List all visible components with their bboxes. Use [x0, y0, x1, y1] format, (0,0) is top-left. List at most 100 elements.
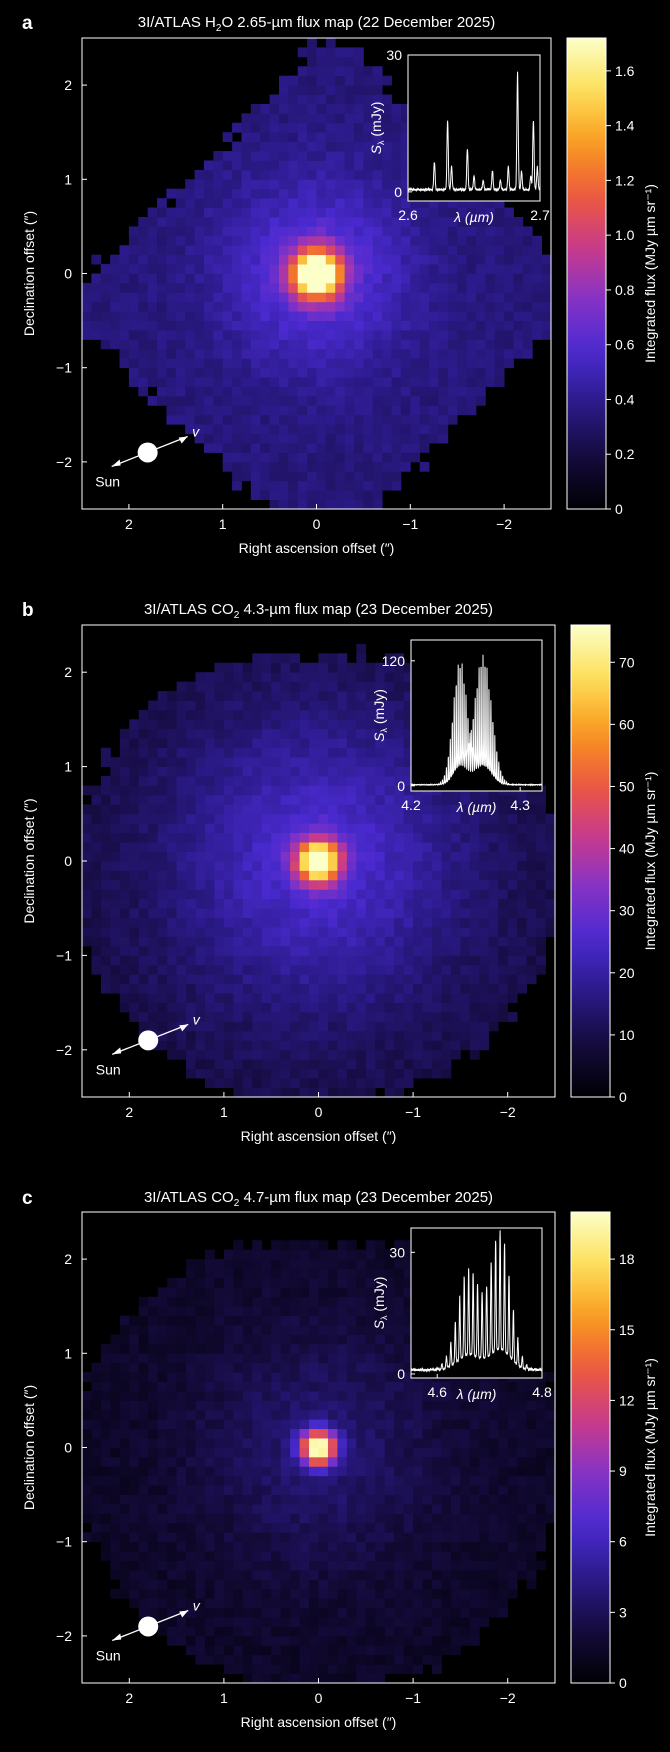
map-pixel: [138, 728, 149, 739]
map-pixel: [429, 358, 439, 369]
map-pixel: [479, 832, 490, 843]
map-pixel: [176, 955, 187, 966]
map-pixel: [400, 103, 411, 114]
map-pixel: [325, 207, 336, 218]
map-pixel: [241, 207, 252, 218]
map-pixel: [148, 747, 159, 758]
map-pixel: [309, 1372, 319, 1382]
map-pixel: [223, 851, 234, 862]
map-pixel: [475, 226, 486, 237]
map-pixel: [316, 245, 327, 256]
map-pixel: [278, 245, 289, 256]
map-pixel: [185, 245, 195, 256]
map-pixel: [394, 1068, 405, 1079]
map-pixel: [309, 1607, 319, 1618]
map-pixel: [261, 709, 272, 720]
map-pixel: [325, 160, 336, 171]
map-pixel: [318, 1400, 329, 1411]
map-pixel: [346, 1059, 357, 1070]
map-pixel: [288, 216, 299, 227]
map-pixel: [157, 691, 168, 701]
map-pixel: [410, 367, 421, 378]
inset-y-label-part: (mJy): [371, 689, 387, 728]
map-pixel: [233, 1541, 244, 1552]
map-pixel: [252, 1287, 263, 1298]
map-pixel: [346, 1447, 357, 1458]
map-pixel: [280, 1409, 291, 1420]
map-pixel: [232, 122, 242, 133]
map-pixel: [186, 1268, 196, 1279]
map-pixel: [252, 1068, 263, 1079]
map-pixel: [167, 917, 177, 928]
map-pixel: [252, 1513, 263, 1524]
map-pixel: [337, 1522, 348, 1533]
map-pixel: [479, 908, 490, 919]
map-pixel: [346, 974, 357, 985]
map-pixel: [261, 983, 272, 994]
map-pixel: [354, 122, 364, 133]
map-pixel: [507, 879, 518, 890]
map-pixel: [457, 235, 467, 246]
map-pixel: [222, 226, 233, 237]
map-pixel: [138, 964, 149, 975]
colorbar-tick-label: 70: [619, 654, 635, 670]
map-pixel: [327, 1277, 338, 1288]
map-pixel: [337, 908, 348, 919]
map-pixel: [457, 377, 467, 387]
map-pixel: [290, 1579, 300, 1590]
inset-y-label-part: (mJy): [368, 102, 384, 141]
map-pixel: [356, 653, 367, 664]
map-pixel: [157, 983, 168, 994]
map-pixel: [167, 983, 177, 994]
map-pixel: [269, 292, 280, 303]
map-pixel: [403, 993, 414, 1003]
y-tick-label: −1: [56, 360, 72, 376]
map-pixel: [363, 461, 374, 472]
map-pixel: [271, 1664, 282, 1674]
map-pixel: [307, 216, 317, 227]
map-pixel: [346, 1456, 357, 1467]
map-pixel: [309, 1381, 319, 1392]
map-pixel: [356, 1569, 367, 1580]
map-pixel: [318, 1040, 329, 1051]
map-pixel: [261, 889, 272, 900]
map-pixel: [375, 1021, 386, 1032]
map-pixel: [157, 757, 168, 767]
map-pixel: [318, 672, 329, 683]
map-pixel: [167, 823, 177, 834]
map-pixel: [517, 974, 528, 985]
map-pixel: [242, 1532, 253, 1543]
map-pixel: [299, 1560, 310, 1571]
map-pixel: [394, 861, 405, 871]
map-pixel: [394, 936, 405, 947]
map-pixel: [233, 1475, 244, 1486]
map-pixel: [365, 861, 376, 871]
map-pixel: [354, 254, 364, 265]
map-pixel: [271, 738, 282, 749]
map-pixel: [365, 1588, 376, 1599]
map-pixel: [204, 719, 215, 730]
map-pixel: [261, 1087, 272, 1098]
map-pixel: [91, 1447, 102, 1458]
map-pixel: [382, 188, 392, 199]
map-pixel: [318, 1343, 329, 1354]
map-pixel: [384, 776, 395, 786]
map-pixel: [82, 1485, 92, 1495]
map-pixel: [214, 776, 225, 786]
map-pixel: [233, 1259, 244, 1269]
map-pixel: [441, 955, 452, 966]
map-pixel: [203, 245, 214, 256]
map-pixel: [375, 700, 386, 711]
map-pixel: [475, 207, 486, 218]
map-pixel: [250, 386, 261, 397]
map-pixel: [394, 738, 405, 749]
map-pixel: [241, 443, 252, 453]
map-pixel: [252, 898, 263, 909]
map-pixel: [138, 1002, 149, 1013]
map-pixel: [167, 1315, 177, 1326]
map-pixel: [356, 983, 367, 994]
map-pixel: [318, 1259, 329, 1269]
map-pixel: [391, 282, 402, 293]
map-pixel: [365, 1541, 376, 1552]
map-pixel: [327, 747, 338, 758]
